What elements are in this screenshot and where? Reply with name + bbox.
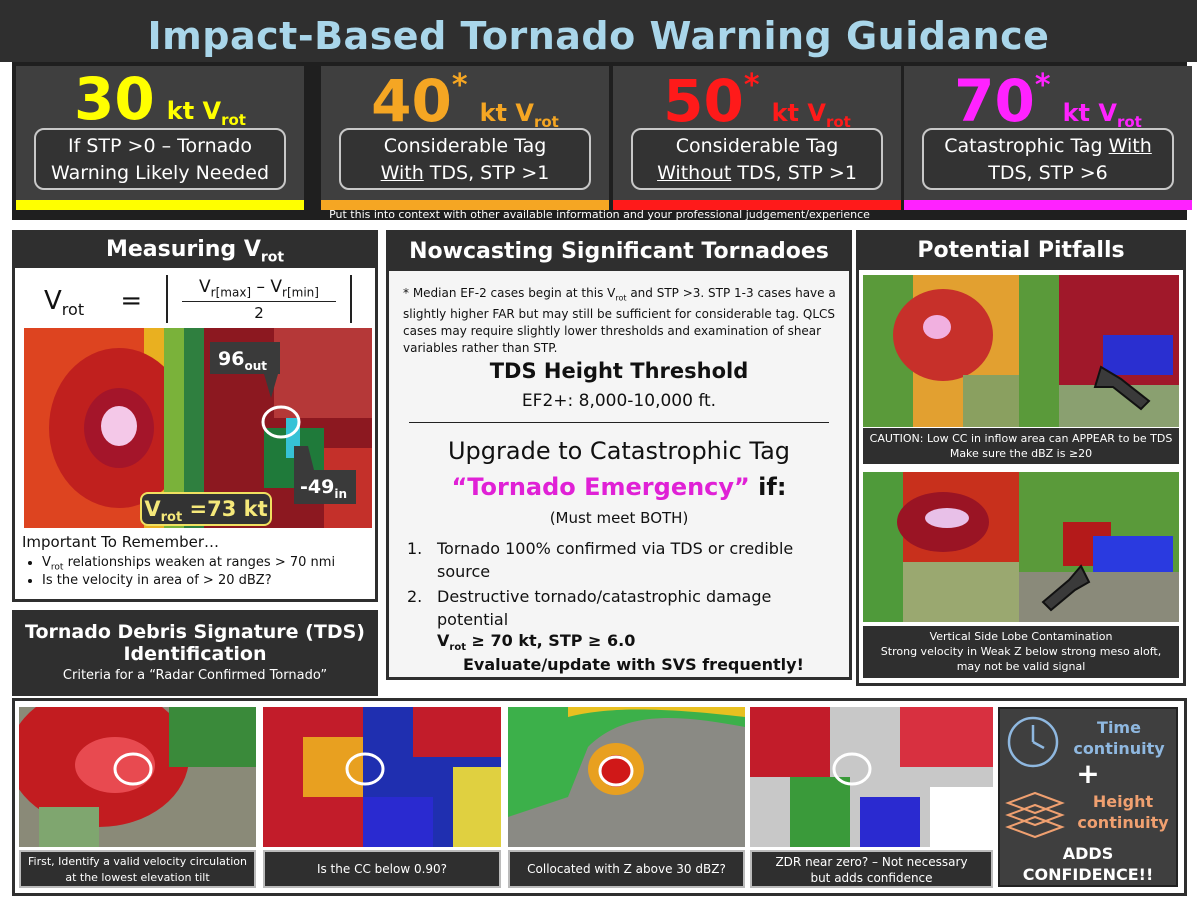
height-continuity: Height continuity [1077,792,1169,832]
vrot-result-box: Vrot =73 kt [140,492,272,526]
upgrade-title: Upgrade to Catastrophic Tag [447,437,791,465]
page-title: Impact-Based Tornado Warning Guidance [147,14,1050,58]
tier-row: 30 kt Vrot If STP >0 – Tornado Warning Li… [12,62,1192,221]
tds-caption-1: First, Identify a valid velocity circula… [19,850,256,888]
tier-40: 40*kt Vrot Considerable Tag With TDS, ST… [321,66,609,210]
measuring-title: Measuring Vrot [14,232,376,268]
remember-item: Is the velocity in area of > 20 dBZ? [42,573,376,588]
tier-40-color-bar [321,200,609,210]
criteria-item-1: 1. Tornado 100% confirmed via TDS or cred… [407,539,794,581]
remember-list: Vrot relationships weaken at ranges > 70… [26,555,376,588]
tier-30: 30 kt Vrot If STP >0 – Tornado Warning Li… [16,65,304,210]
tds-reflectivity-image [508,707,745,847]
divider [409,422,829,423]
outbound-label: 96out [218,348,267,373]
formula-fraction: Vr[max] – Vr[min] 2 [166,275,352,323]
tier-40-description: Considerable Tag With TDS, STP >1 [339,128,591,190]
tds-title-box: Tornado Debris Signature (TDS) Identific… [12,610,378,696]
tds-height-title: TDS Height Threshold [489,359,749,383]
velocity-radar-image: 96out -49in Vrot =73 kt [24,328,372,528]
evaluate-note: Evaluate/update with SVS frequently! [463,655,804,674]
pitfall-radar-image-1 [863,275,1179,427]
vrot-formula: Vrot = [44,286,143,320]
tds-height-value: EF2+: 8,000-10,000 ft. [521,391,717,411]
tds-caption-3: Collocated with Z above 30 dBZ? [508,850,745,888]
banner: Impact-Based Tornado Warning Guidance [0,0,1197,62]
remember-item: Vrot relationships weaken at ranges > 70… [42,555,376,573]
tier-70-color-bar [904,200,1192,210]
time-continuity: Time continuity [1073,718,1165,758]
pitfall-caption-1: CAUTION: Low CC in inflow area can APPEA… [863,428,1179,464]
confidence-box: Time continuity + Height continuity ADDS… [998,707,1178,887]
vrot-stp-criteria: Vrot ≥ 70 kt, STP ≥ 6.0 [437,631,636,654]
pitfall-caption-2: Vertical Side Lobe Contamination Strong … [863,626,1179,678]
remember-title: Important To Remember… [22,533,220,551]
median-note: * Median EF-2 cases begin at this Vrot a… [403,286,836,356]
clock-icon [1006,715,1060,773]
nowcasting-panel: * Median EF-2 cases begin at this Vrot a… [386,268,852,680]
tds-cc-image [263,707,501,847]
criteria-item-2: 2. Destructive tornado/catastrophic damag… [407,587,772,629]
nowcasting-title: Nowcasting Significant Tornadoes [386,230,852,268]
tier-70-description: Catastrophic Tag With TDS, STP >6 [922,128,1174,190]
tds-caption-4: ZDR near zero? – Not necessary but adds … [750,850,993,888]
context-note: Put this into context with other availab… [329,208,870,221]
layers-icon [1004,789,1066,843]
tornado-emergency: “Tornado Emergency” if: [451,473,787,501]
tier-30-color-bar [16,200,304,210]
tier-30-heading: 30 kt Vrot [74,65,246,133]
tier-30-description: If STP >0 – Tornado Warning Likely Neede… [34,128,286,190]
pitfall-radar-image-2 [863,472,1179,622]
tds-velocity-image [19,707,256,847]
inbound-label: -49in [300,476,347,501]
tier-50-description: Considerable Tag Without TDS, STP >1 [631,128,883,190]
tier-70: 70*kt Vrot Catastrophic Tag With TDS, ST… [904,66,1192,210]
tier-50-color-bar [613,200,901,210]
tier-50: 50*kt Vrot Considerable Tag Without TDS,… [613,66,901,210]
adds-confidence: ADDS CONFIDENCE!! [1022,844,1154,884]
tier-50-heading: 50*kt Vrot [663,67,851,135]
tier-40-heading: 40*kt Vrot [371,67,559,135]
tier-70-heading: 70*kt Vrot [954,67,1142,135]
pitfalls-title: Potential Pitfalls [858,232,1184,270]
must-meet: (Must meet BOTH) [549,509,689,527]
tds-caption-2: Is the CC below 0.90? [263,850,501,888]
tds-zdr-image [750,707,993,847]
plus-sign: + [1076,757,1100,790]
